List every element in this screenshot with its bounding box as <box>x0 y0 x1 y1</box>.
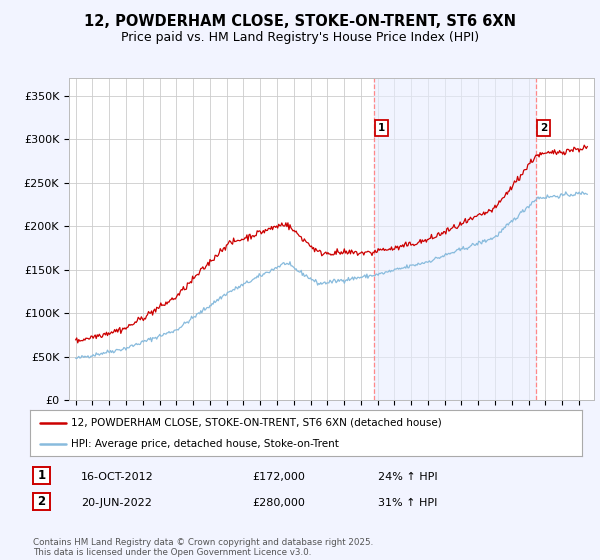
Text: Price paid vs. HM Land Registry's House Price Index (HPI): Price paid vs. HM Land Registry's House … <box>121 31 479 44</box>
Text: 2: 2 <box>539 123 547 133</box>
Text: 24% ↑ HPI: 24% ↑ HPI <box>378 472 437 482</box>
Text: 1: 1 <box>37 469 46 482</box>
Text: 2: 2 <box>37 494 46 508</box>
Text: £280,000: £280,000 <box>252 498 305 508</box>
Text: £172,000: £172,000 <box>252 472 305 482</box>
Text: HPI: Average price, detached house, Stoke-on-Trent: HPI: Average price, detached house, Stok… <box>71 439 339 449</box>
Bar <box>374 78 536 400</box>
Text: 1: 1 <box>377 123 385 133</box>
Text: 12, POWDERHAM CLOSE, STOKE-ON-TRENT, ST6 6XN (detached house): 12, POWDERHAM CLOSE, STOKE-ON-TRENT, ST6… <box>71 418 442 428</box>
Text: 20-JUN-2022: 20-JUN-2022 <box>81 498 152 508</box>
Text: Contains HM Land Registry data © Crown copyright and database right 2025.
This d: Contains HM Land Registry data © Crown c… <box>33 538 373 557</box>
Text: 16-OCT-2012: 16-OCT-2012 <box>81 472 154 482</box>
Text: 12, POWDERHAM CLOSE, STOKE-ON-TRENT, ST6 6XN: 12, POWDERHAM CLOSE, STOKE-ON-TRENT, ST6… <box>84 14 516 29</box>
Text: 31% ↑ HPI: 31% ↑ HPI <box>378 498 437 508</box>
